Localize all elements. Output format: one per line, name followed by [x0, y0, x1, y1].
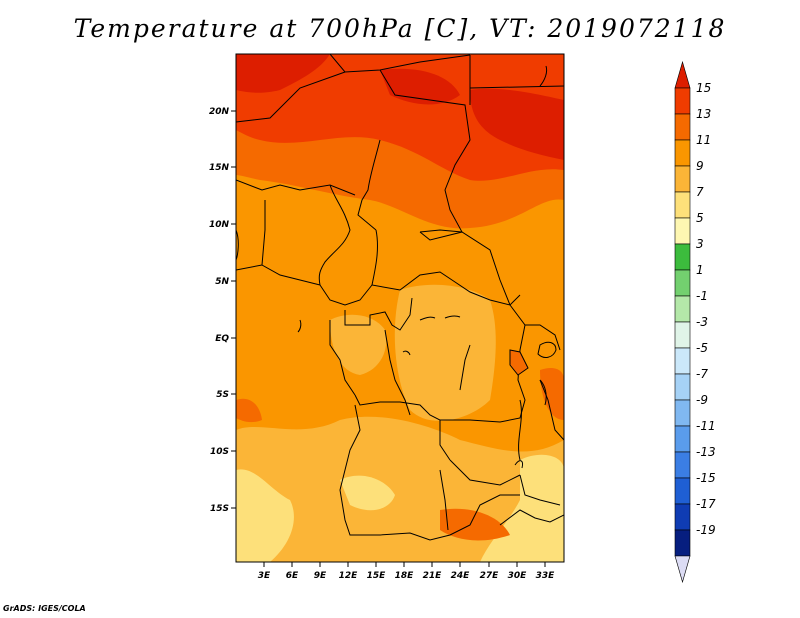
lat-tick-label: 15S: [210, 504, 229, 514]
colorbar-label: 9: [696, 159, 704, 173]
lon-tick-label: 21E: [423, 571, 443, 581]
lon-tick-label: 3E: [258, 571, 271, 581]
lon-tick-label: 18E: [395, 571, 415, 581]
lat-tick-label: EQ: [215, 334, 229, 344]
lon-tick-label: 6E: [286, 571, 299, 581]
longitude-axis: 3E 6E 9E 12E 15E 18E 21E 24E 27E 30E 33E: [258, 562, 555, 581]
colorbar-label: -3: [696, 315, 708, 329]
colorbar-segment: [674, 503, 691, 531]
lon-tick-label: 9E: [314, 571, 327, 581]
latitude-axis: 20N 15N 10N 5N EQ 5S 10S 15S: [209, 107, 236, 514]
colorbar-label: 7: [696, 185, 704, 199]
lat-tick-label: 15N: [209, 163, 230, 173]
country-borders: [236, 54, 564, 541]
colorbar-label: 1: [696, 263, 704, 277]
lon-tick-label: 24E: [451, 571, 471, 581]
lat-tick-label: 10N: [209, 220, 230, 230]
colorbar-segment: [674, 243, 691, 271]
colorbar: 15 13 11 9 7 5 3 1 -1 -3 -5 -7 -9 -11 -13 -15 -17 -19: [674, 60, 716, 584]
colorbar-segment: [674, 373, 691, 401]
colorbar-segment: [674, 425, 691, 453]
colorbar-segment: [674, 529, 691, 557]
colorbar-label: -11: [696, 419, 716, 433]
colorbar-label: 5: [696, 211, 704, 225]
colorbar-segment: [674, 139, 691, 167]
colorbar-segment: [674, 217, 691, 245]
temperature-field: [236, 54, 564, 562]
colorbar-segment: [674, 269, 691, 297]
lat-tick-label: 5N: [215, 277, 229, 287]
colorbar-segment: [674, 399, 691, 427]
lat-tick-label: 10S: [210, 447, 229, 457]
colorbar-label: 11: [696, 133, 711, 147]
colorbar-segment: [674, 477, 691, 505]
colorbar-segment: [674, 60, 691, 89]
lon-tick-label: 30E: [508, 571, 528, 581]
colorbar-label: -15: [696, 471, 716, 485]
colorbar-label: -1: [696, 289, 708, 303]
colorbar-segment: [674, 191, 691, 219]
colorbar-label: -9: [696, 393, 708, 407]
colorbar-segment: [674, 321, 691, 349]
lat-tick-label: 5S: [216, 390, 229, 400]
colorbar-segment: [674, 295, 691, 323]
lon-tick-label: 15E: [367, 571, 387, 581]
colorbar-label: 13: [696, 107, 711, 121]
colorbar-segment: [674, 165, 691, 193]
colorbar-label: 15: [696, 81, 711, 95]
lat-tick-label: 20N: [209, 107, 230, 117]
colorbar-label: 3: [696, 237, 704, 251]
colorbar-segment: [674, 113, 691, 141]
lon-tick-label: 33E: [536, 571, 556, 581]
lon-tick-label: 12E: [339, 571, 359, 581]
lon-tick-label: 27E: [480, 571, 500, 581]
colorbar-segment: [674, 451, 691, 479]
colorbar-segment: [674, 555, 691, 584]
colorbar-label: -17: [696, 497, 716, 511]
colorbar-label: -5: [696, 341, 708, 355]
colorbar-segment: [674, 87, 691, 115]
colorbar-segment: [674, 347, 691, 375]
colorbar-label: -19: [696, 523, 716, 537]
grads-credit: GrADS: IGES/COLA: [3, 604, 86, 613]
map-title: Temperature at 700hPa [C], VT: 201907211…: [73, 14, 727, 43]
map-frame: [235, 53, 565, 563]
colorbar-label: -13: [696, 445, 716, 459]
colorbar-label: -7: [696, 367, 708, 381]
